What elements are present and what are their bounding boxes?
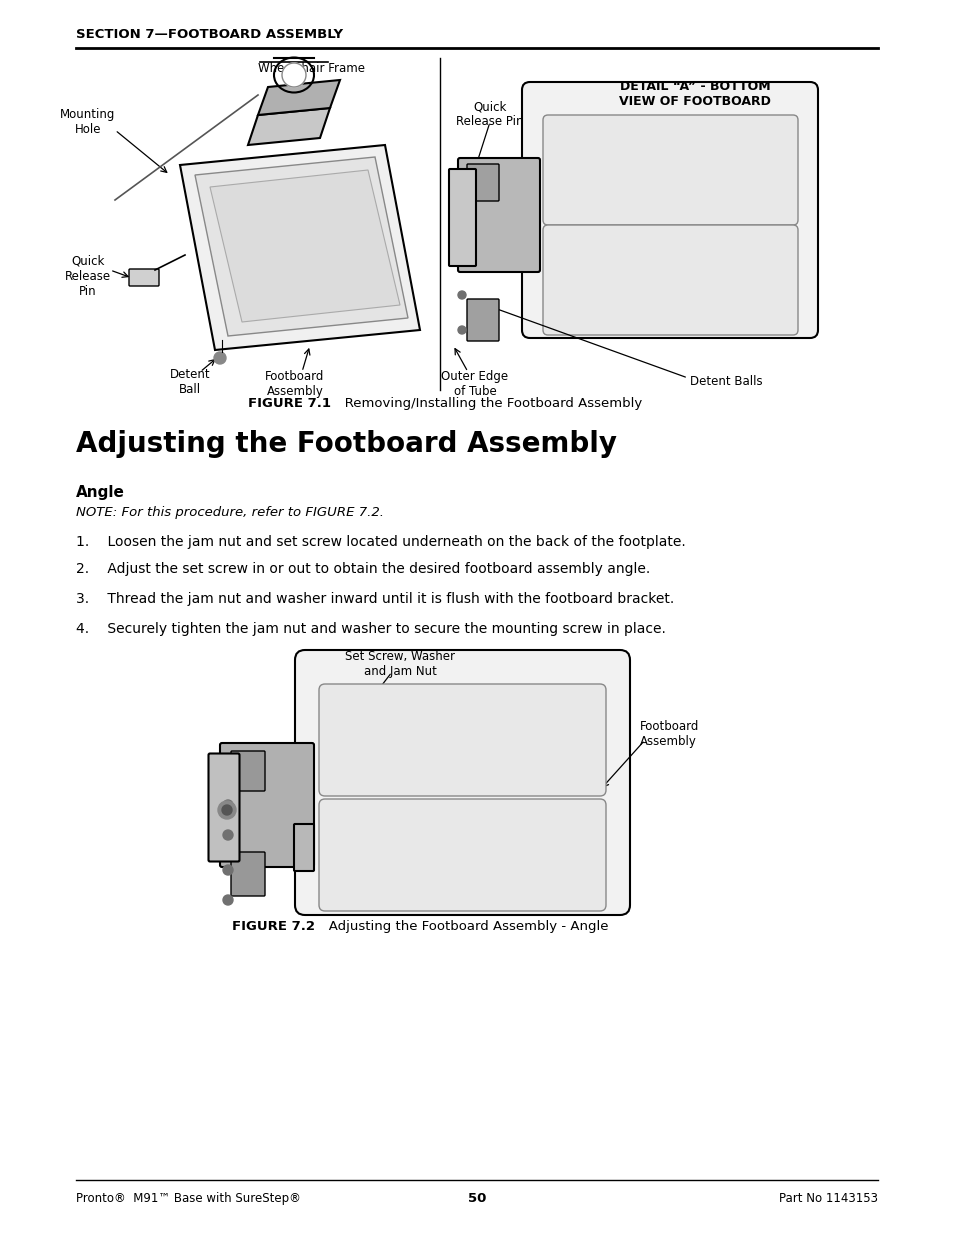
FancyBboxPatch shape (467, 164, 498, 201)
Circle shape (457, 326, 465, 333)
Text: Wheelchair Frame: Wheelchair Frame (257, 62, 365, 75)
Circle shape (223, 864, 233, 876)
Text: FIGURE 7.1: FIGURE 7.1 (248, 396, 331, 410)
FancyBboxPatch shape (209, 753, 239, 862)
FancyBboxPatch shape (231, 852, 265, 897)
Polygon shape (257, 80, 339, 115)
Circle shape (223, 830, 233, 840)
Circle shape (218, 802, 235, 819)
Text: 4.  Securely tighten the jam nut and washer to secure the mounting screw in plac: 4. Securely tighten the jam nut and wash… (76, 622, 665, 636)
Text: 3.  Thread the jam nut and washer inward until it is flush with the footboard br: 3. Thread the jam nut and washer inward … (76, 592, 674, 606)
FancyBboxPatch shape (231, 751, 265, 790)
FancyBboxPatch shape (318, 684, 605, 797)
Text: Adjusting the Footboard Assembly: Adjusting the Footboard Assembly (76, 430, 617, 458)
FancyBboxPatch shape (457, 158, 539, 272)
Text: 2.  Adjust the set screw in or out to obtain the desired footboard assembly angl: 2. Adjust the set screw in or out to obt… (76, 562, 650, 576)
Text: Removing/Installing the Footboard Assembly: Removing/Installing the Footboard Assemb… (332, 396, 641, 410)
Circle shape (222, 805, 232, 815)
Circle shape (223, 800, 233, 810)
Circle shape (213, 352, 226, 364)
Text: FIGURE 7.2: FIGURE 7.2 (232, 920, 314, 932)
Text: Detent
Ball: Detent Ball (170, 368, 210, 396)
Text: SECTION 7—FOOTBOARD ASSEMBLY: SECTION 7—FOOTBOARD ASSEMBLY (76, 28, 343, 41)
Polygon shape (210, 170, 399, 322)
Text: NOTE: For this procedure, refer to FIGURE 7.2.: NOTE: For this procedure, refer to FIGUR… (76, 506, 384, 519)
Text: Quick
Release
Pin: Quick Release Pin (65, 254, 111, 298)
Text: Quick
Release Pin: Quick Release Pin (456, 100, 523, 128)
FancyBboxPatch shape (294, 650, 629, 915)
Circle shape (457, 211, 465, 219)
Polygon shape (194, 157, 408, 336)
Text: Mounting
Hole: Mounting Hole (60, 107, 115, 136)
Text: 1.  Loosen the jam nut and set screw located underneath on the back of the footp: 1. Loosen the jam nut and set screw loca… (76, 535, 685, 550)
FancyBboxPatch shape (318, 799, 605, 911)
Text: Outer Edge
of Tube: Outer Edge of Tube (441, 370, 508, 398)
Text: Footboard
Assembly: Footboard Assembly (639, 720, 699, 748)
Text: Angle: Angle (76, 485, 125, 500)
Text: Set Screw, Washer
and Jam Nut: Set Screw, Washer and Jam Nut (345, 650, 455, 678)
Circle shape (223, 895, 233, 905)
Polygon shape (180, 144, 419, 350)
FancyBboxPatch shape (294, 824, 314, 871)
Text: Footboard
Assembly: Footboard Assembly (265, 370, 324, 398)
FancyBboxPatch shape (467, 299, 498, 341)
Text: Adjusting the Footboard Assembly - Angle: Adjusting the Footboard Assembly - Angle (315, 920, 608, 932)
FancyBboxPatch shape (521, 82, 817, 338)
Text: Part No 1143153: Part No 1143153 (779, 1192, 877, 1205)
FancyBboxPatch shape (542, 115, 797, 225)
Polygon shape (248, 107, 330, 144)
Text: 50: 50 (467, 1192, 486, 1205)
Text: Pronto®  M91™ Base with SureStep®: Pronto® M91™ Base with SureStep® (76, 1192, 300, 1205)
Circle shape (457, 246, 465, 254)
FancyBboxPatch shape (449, 169, 476, 266)
Circle shape (457, 291, 465, 299)
Text: Detent Balls: Detent Balls (689, 375, 761, 388)
FancyBboxPatch shape (220, 743, 314, 867)
FancyBboxPatch shape (542, 225, 797, 335)
FancyBboxPatch shape (129, 269, 159, 287)
Text: DETAIL “A” - BOTTOM
VIEW OF FOOTBOARD: DETAIL “A” - BOTTOM VIEW OF FOOTBOARD (618, 80, 770, 107)
Circle shape (282, 63, 306, 86)
